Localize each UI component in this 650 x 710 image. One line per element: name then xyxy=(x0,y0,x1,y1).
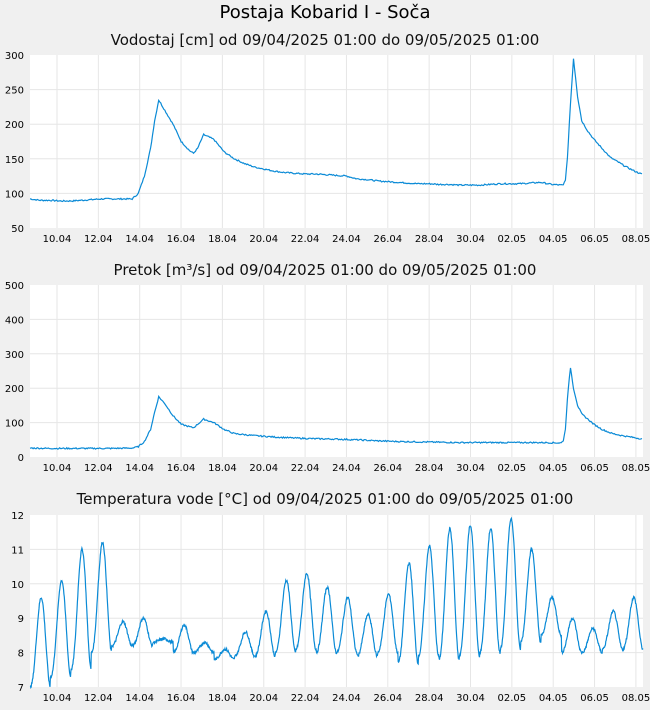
y-tick-label: 200 xyxy=(5,384,24,395)
x-tick-label: 08.05 xyxy=(622,693,650,704)
x-tick-label: 12.04 xyxy=(84,693,113,704)
y-tick-label: 300 xyxy=(5,51,24,62)
plot-area-discharge xyxy=(30,285,643,457)
chart-title-water-temperature: Temperatura vode [°C] od 09/04/2025 01:0… xyxy=(76,490,574,508)
x-tick-label: 10.04 xyxy=(43,693,72,704)
chart-title-water-level: Vodostaj [cm] od 09/04/2025 01:00 do 09/… xyxy=(110,31,540,49)
x-tick-label: 10.04 xyxy=(43,463,72,474)
x-tick-label: 08.05 xyxy=(622,463,650,474)
x-tick-label: 12.04 xyxy=(84,234,113,245)
x-tick-label: 24.04 xyxy=(332,463,361,474)
x-tick-label: 28.04 xyxy=(415,693,444,704)
plot-area-water-level xyxy=(30,55,643,228)
x-tick-label: 12.04 xyxy=(84,463,113,474)
x-tick-label: 02.05 xyxy=(498,693,527,704)
x-tick-label: 18.04 xyxy=(208,234,237,245)
x-tick-label: 26.04 xyxy=(373,234,402,245)
x-tick-label: 22.04 xyxy=(291,463,320,474)
x-tick-label: 14.04 xyxy=(125,234,154,245)
y-tick-label: 7 xyxy=(18,683,24,694)
x-tick-label: 24.04 xyxy=(332,234,361,245)
y-tick-label: 11 xyxy=(11,545,24,556)
y-tick-label: 8 xyxy=(18,649,24,660)
x-tick-label: 04.05 xyxy=(539,234,568,245)
x-tick-label: 26.04 xyxy=(373,693,402,704)
y-tick-label: 0 xyxy=(18,453,24,464)
x-tick-label: 06.05 xyxy=(580,463,609,474)
y-tick-label: 10 xyxy=(11,580,24,591)
x-tick-label: 28.04 xyxy=(415,463,444,474)
y-tick-label: 200 xyxy=(5,120,24,131)
x-tick-label: 20.04 xyxy=(249,693,278,704)
x-tick-label: 02.05 xyxy=(498,463,527,474)
y-tick-label: 100 xyxy=(5,189,24,200)
x-tick-label: 30.04 xyxy=(456,463,485,474)
y-tick-label: 100 xyxy=(5,419,24,430)
x-tick-label: 20.04 xyxy=(249,234,278,245)
x-tick-label: 08.05 xyxy=(622,234,650,245)
x-tick-label: 28.04 xyxy=(415,234,444,245)
x-tick-label: 16.04 xyxy=(167,463,196,474)
y-tick-label: 150 xyxy=(5,155,24,166)
x-tick-label: 30.04 xyxy=(456,234,485,245)
y-tick-label: 9 xyxy=(18,614,24,625)
series-line-water-level xyxy=(29,58,643,203)
x-tick-label: 18.04 xyxy=(208,693,237,704)
x-tick-label: 16.04 xyxy=(167,234,196,245)
y-tick-label: 300 xyxy=(5,350,24,361)
x-tick-label: 30.04 xyxy=(456,693,485,704)
x-tick-label: 04.05 xyxy=(539,693,568,704)
series-line-discharge xyxy=(29,367,643,450)
x-tick-label: 20.04 xyxy=(249,463,278,474)
y-tick-label: 250 xyxy=(5,86,24,97)
y-tick-label: 400 xyxy=(5,315,24,326)
x-tick-label: 18.04 xyxy=(208,463,237,474)
x-tick-label: 22.04 xyxy=(291,234,320,245)
page-title: Postaja Kobarid I - Soča xyxy=(219,2,431,23)
series-line-water-temperature xyxy=(29,516,644,690)
y-tick-label: 12 xyxy=(11,511,24,522)
y-tick-label: 50 xyxy=(11,224,24,235)
x-tick-label: 10.04 xyxy=(43,234,72,245)
x-tick-label: 14.04 xyxy=(125,693,154,704)
x-tick-label: 14.04 xyxy=(125,463,154,474)
x-tick-label: 22.04 xyxy=(291,693,320,704)
y-tick-label: 500 xyxy=(5,281,24,292)
x-tick-label: 04.05 xyxy=(539,463,568,474)
x-tick-label: 06.05 xyxy=(580,234,609,245)
x-tick-label: 26.04 xyxy=(373,463,402,474)
x-tick-label: 16.04 xyxy=(167,693,196,704)
chart-title-discharge: Pretok [m³/s] od 09/04/2025 01:00 do 09/… xyxy=(113,261,537,279)
x-tick-label: 24.04 xyxy=(332,693,361,704)
plot-area-water-temperature xyxy=(30,515,643,687)
x-tick-label: 06.05 xyxy=(580,693,609,704)
x-tick-label: 02.05 xyxy=(498,234,527,245)
